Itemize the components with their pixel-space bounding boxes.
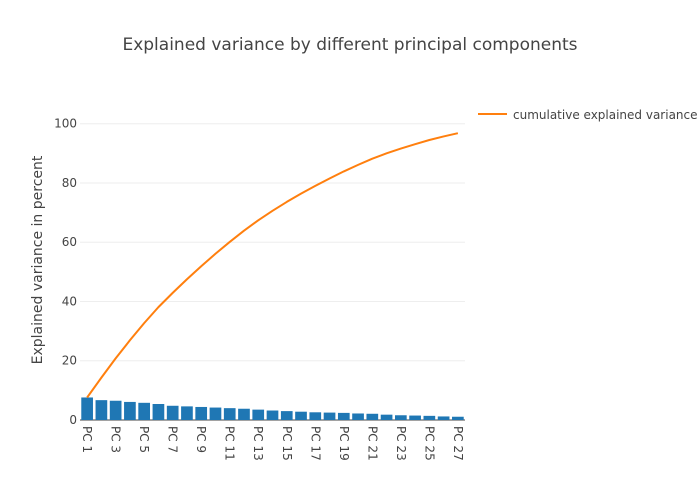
x-tick-label: PC 15 [280,426,294,461]
bar[interactable] [394,415,407,420]
bar[interactable] [266,410,279,420]
bar[interactable] [337,412,350,420]
bar[interactable] [323,412,336,420]
x-tick-label: PC 17 [308,426,322,461]
x-tick-label: PC 19 [337,426,351,461]
bar[interactable] [138,402,151,420]
bar[interactable] [109,400,122,420]
cumulative-line[interactable] [86,132,459,399]
bar[interactable] [152,404,165,420]
legend-label[interactable]: cumulative explained variance [513,108,698,122]
bar[interactable] [366,413,379,420]
bar[interactable] [166,405,179,420]
x-tick-label: PC 21 [365,426,379,461]
x-tick-label: PC 9 [194,426,208,453]
x-tick-label: PC 25 [422,426,436,461]
bar[interactable] [209,407,222,420]
bar[interactable] [195,406,208,420]
y-gridlines [80,123,465,421]
bar[interactable] [423,415,436,420]
x-tick-label: PC 13 [251,426,265,461]
bar[interactable] [81,397,93,420]
bar[interactable] [280,411,293,420]
y-tick-label: 100 [54,117,77,131]
y-tick-label: 0 [69,413,77,427]
x-tick-label: PC 1 [80,426,94,453]
legend[interactable]: cumulative explained variance [478,108,698,122]
chart-title: Explained variance by different principa… [122,35,577,55]
x-tick-label: PC 7 [166,426,180,453]
bar[interactable] [352,413,364,420]
y-tick-labels: 0 20 40 60 80 100 [54,117,77,427]
x-tick-labels: PC 1 PC 3 PC 5 PC 7 PC 9 PC 11 PC 13 PC 15 PC 17… [80,426,465,461]
bar[interactable] [238,408,250,420]
bar[interactable] [452,416,464,420]
y-tick-label: 80 [62,176,77,190]
x-tick-label: PC 23 [394,426,408,461]
x-tick-label: PC 11 [223,426,237,461]
bar[interactable] [181,406,193,420]
bar[interactable] [380,414,393,420]
y-tick-label: 20 [62,354,77,368]
bar[interactable] [223,408,236,420]
bar[interactable] [409,415,421,420]
bar[interactable] [95,400,108,420]
bar-series [81,397,464,420]
cumulative-line-series [86,132,459,399]
bar[interactable] [252,409,265,420]
bar[interactable] [295,411,307,420]
x-tick-label: PC 27 [451,426,465,461]
bar[interactable] [124,401,136,420]
x-tick-label: PC 3 [109,426,123,453]
bar[interactable] [437,416,450,420]
y-axis-label: Explained variance in percent [30,155,46,364]
y-tick-label: 60 [62,235,77,249]
x-tick-label: PC 5 [137,426,151,453]
bar[interactable] [309,412,322,420]
y-tick-label: 40 [62,294,77,308]
